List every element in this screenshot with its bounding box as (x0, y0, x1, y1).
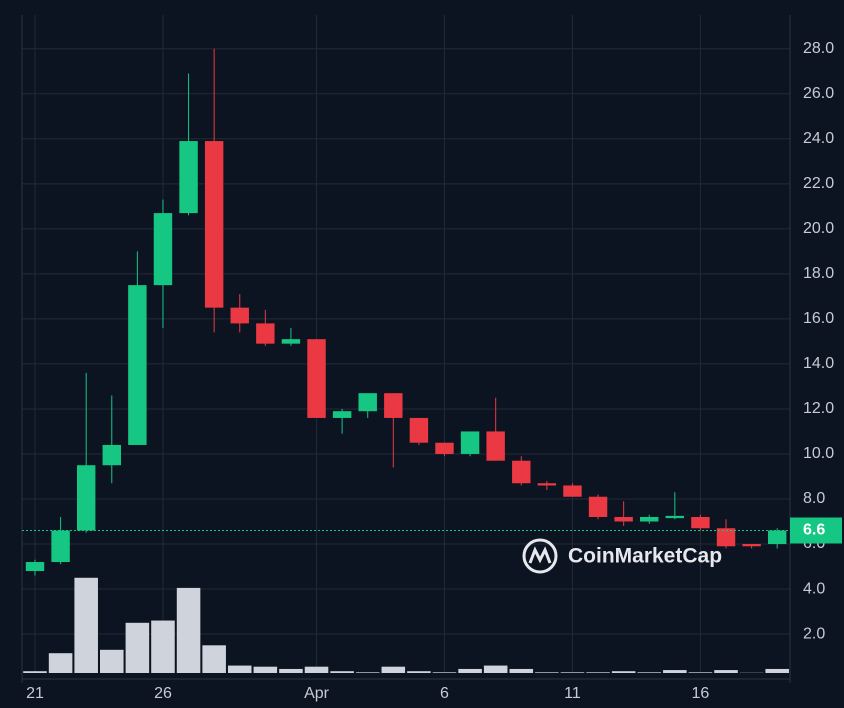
candle-body (588, 496, 608, 517)
candle-body (25, 562, 45, 572)
volume-bar (688, 672, 713, 673)
volume-bar (407, 671, 431, 673)
candle-body (384, 393, 403, 418)
candle-body (614, 516, 633, 522)
volume-bar (23, 671, 47, 673)
watermark-logo (522, 538, 558, 574)
volume-bar (432, 672, 457, 673)
volume-bar (765, 668, 789, 673)
x-tick-label: 11 (564, 685, 581, 702)
y-tick-label: 24.0 (803, 130, 834, 147)
candle-body (409, 417, 429, 443)
volume-bar (458, 668, 482, 673)
volume-bar (381, 666, 406, 673)
candle-body (716, 528, 736, 547)
y-tick-label: 8.0 (803, 490, 825, 507)
volume-bar (125, 622, 150, 673)
y-tick-label: 14.0 (803, 355, 834, 372)
y-tick-label: 2.0 (803, 625, 825, 642)
last-price-label: 6.6 (803, 522, 825, 539)
candle-body (640, 516, 659, 522)
y-tick-label: 12.0 (803, 400, 834, 417)
volume-bar (714, 670, 738, 673)
volume-bar (74, 577, 98, 673)
y-tick-label: 22.0 (803, 175, 834, 192)
x-tick-label: 26 (154, 685, 172, 702)
volume-bar (483, 665, 508, 673)
volume-bar (227, 665, 252, 673)
volume-bar (355, 672, 380, 673)
candle-body (358, 393, 377, 412)
candle-body (307, 339, 326, 418)
candle-body (332, 411, 352, 418)
volume-bar (509, 668, 534, 673)
candle-body (486, 431, 505, 461)
x-tick-label: Apr (304, 685, 330, 702)
volume-bar (586, 672, 610, 673)
volume-bar (535, 672, 559, 673)
volume-bar (48, 653, 73, 673)
candle-body (204, 141, 224, 308)
volume-bar (100, 649, 124, 673)
volume-bar (176, 587, 201, 673)
y-tick-label: 26.0 (803, 85, 834, 102)
watermark: CoinMarketCap (568, 545, 722, 568)
candle-body (665, 515, 685, 519)
candle-body (51, 530, 70, 563)
candle-body (460, 431, 480, 454)
candle-body (153, 213, 173, 286)
volume-bar (663, 670, 687, 673)
volume-bar (611, 671, 636, 673)
volume-bar (253, 666, 278, 673)
candle-body (435, 442, 454, 454)
last-price-box (790, 517, 842, 544)
candle-body (767, 530, 787, 545)
candle-body (102, 444, 121, 466)
y-tick-label: 28.0 (803, 40, 834, 57)
x-tick-label: 16 (692, 685, 710, 702)
x-tick-label: 21 (26, 685, 44, 702)
y-tick-label: 10.0 (803, 445, 834, 462)
volume-bar (279, 668, 303, 673)
y-tick-label: 4.0 (803, 580, 825, 597)
candle-body (128, 285, 147, 445)
candle-body (742, 544, 761, 547)
candle-body (563, 485, 582, 497)
volume-bar (637, 672, 662, 673)
candle-body (512, 460, 531, 484)
volume-bar (304, 666, 329, 673)
y-tick-label: 16.0 (803, 310, 834, 327)
candle-body (230, 307, 249, 324)
candle-body (691, 516, 710, 529)
candle-body (179, 141, 198, 214)
candle-body (281, 339, 301, 344)
volume-bar (151, 620, 175, 673)
x-tick-label: 6 (440, 685, 449, 702)
y-tick-label: 18.0 (803, 265, 834, 282)
candle-body (537, 483, 557, 486)
candle-body (76, 465, 96, 531)
volume-bar (202, 645, 226, 673)
volume-bar (560, 672, 585, 673)
candle-body (256, 323, 275, 344)
y-tick-label: 20.0 (803, 220, 834, 237)
volume-bar (330, 671, 354, 673)
